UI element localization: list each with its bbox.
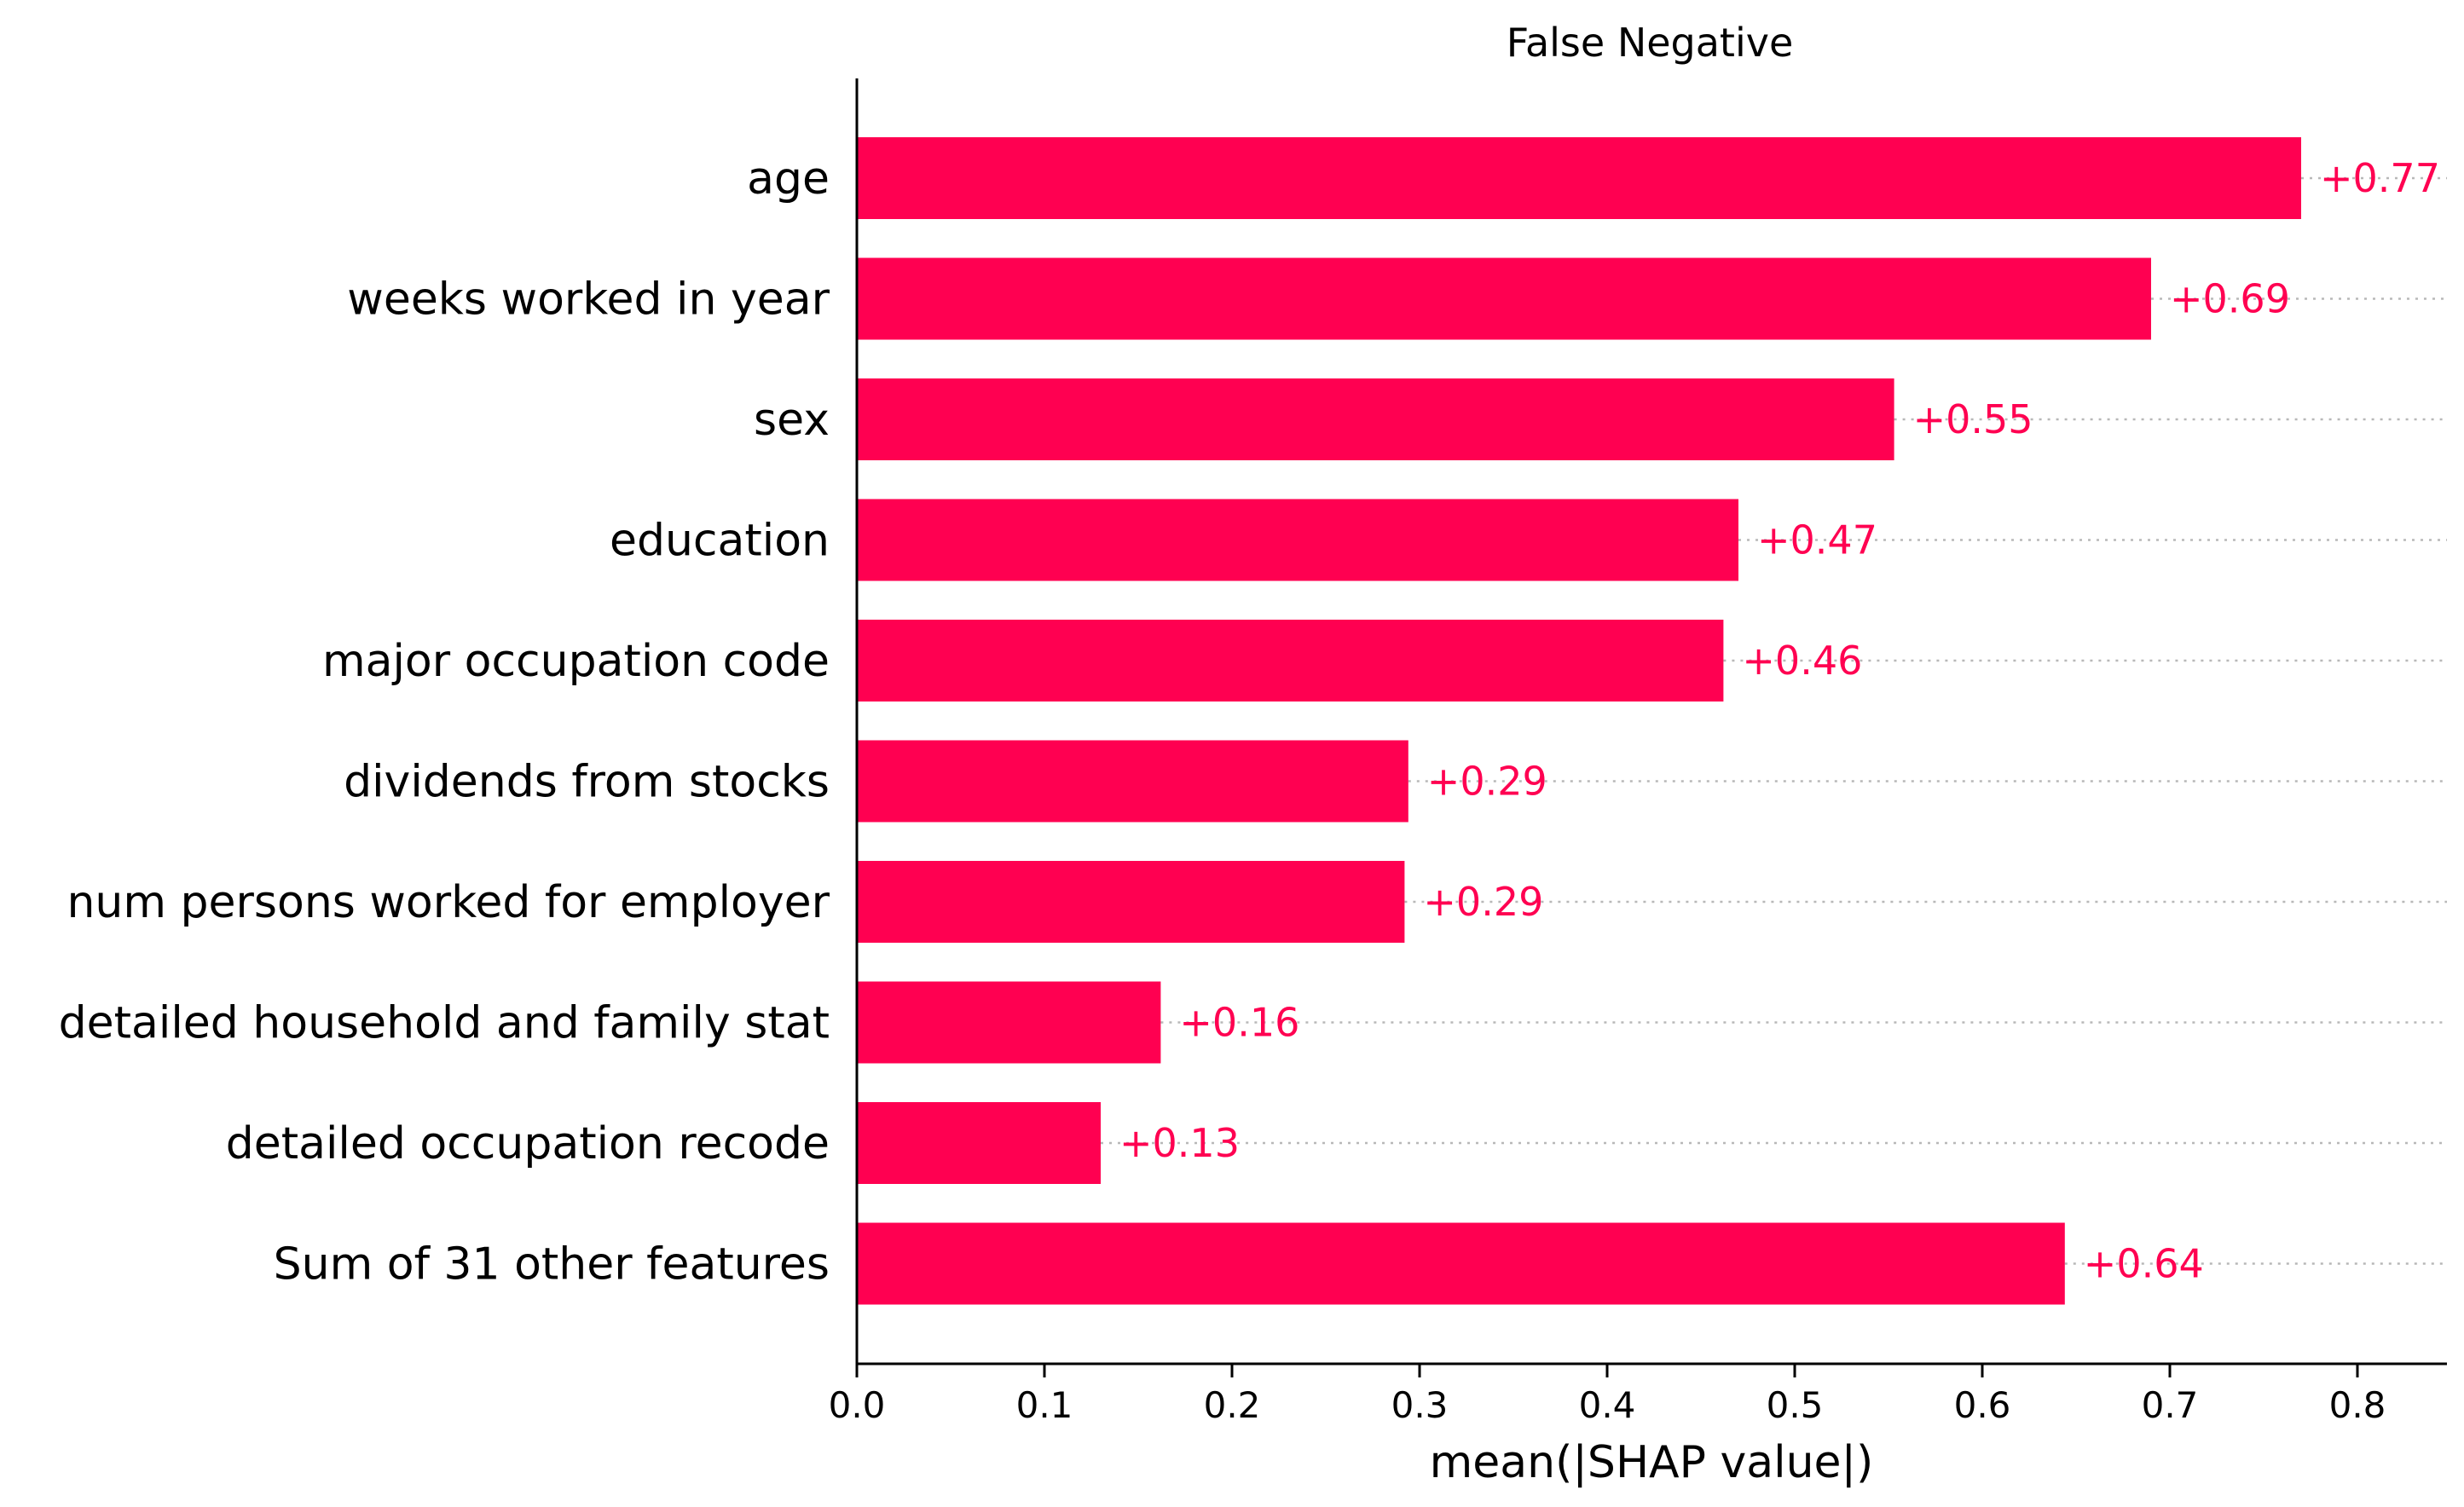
x-ticks: 0.0 0.1 0.2 0.3 0.4 0.5 0.6 0.7 0.8 bbox=[829, 1364, 2386, 1426]
bar bbox=[857, 257, 2151, 340]
value-label: +0.69 bbox=[2170, 276, 2290, 322]
category-label: dividends from stocks bbox=[344, 757, 830, 808]
bar bbox=[857, 1102, 1101, 1184]
x-tick-label: 0.3 bbox=[1391, 1384, 1449, 1426]
value-label: +0.46 bbox=[1742, 638, 1862, 684]
value-label: +0.77 bbox=[2320, 155, 2440, 201]
bar bbox=[857, 1222, 2065, 1305]
bar bbox=[857, 378, 1894, 460]
category-label: age bbox=[747, 153, 830, 205]
bar bbox=[857, 740, 1408, 823]
value-labels: +0.77 +0.69 +0.55 +0.47 +0.46 +0.29 +0.29 +0.16… bbox=[1119, 155, 2440, 1287]
value-label: +0.55 bbox=[1913, 396, 2033, 442]
x-tick-label: 0.5 bbox=[1767, 1384, 1824, 1426]
bars-group bbox=[857, 137, 2301, 1305]
x-tick-label: 0.0 bbox=[829, 1384, 886, 1426]
value-label: +0.47 bbox=[1757, 517, 1877, 563]
x-tick-label: 0.7 bbox=[2142, 1384, 2199, 1426]
x-axis-title: mean(|SHAP value|) bbox=[1430, 1437, 1874, 1488]
category-labels: age weeks worked in year sex education major… bbox=[59, 153, 830, 1290]
x-tick-label: 0.1 bbox=[1016, 1384, 1073, 1426]
row-guide-lines bbox=[1101, 176, 2447, 1265]
x-tick-label: 0.2 bbox=[1204, 1384, 1261, 1426]
bar bbox=[857, 620, 1724, 702]
category-label: weeks worked in year bbox=[347, 274, 830, 326]
bar bbox=[857, 861, 1405, 943]
value-label: +0.13 bbox=[1119, 1120, 1240, 1166]
value-label: +0.16 bbox=[1179, 1000, 1299, 1046]
value-label: +0.29 bbox=[1423, 879, 1543, 925]
bar bbox=[857, 981, 1161, 1064]
category-label: detailed occupation recode bbox=[226, 1118, 830, 1169]
category-label: Sum of 31 other features bbox=[274, 1239, 830, 1290]
category-label: major occupation code bbox=[322, 636, 830, 687]
value-label: +0.29 bbox=[1427, 759, 1547, 805]
chart-title: False Negative bbox=[1507, 20, 1794, 66]
x-tick-label: 0.6 bbox=[1954, 1384, 2011, 1426]
category-label: num persons worked for employer bbox=[67, 877, 830, 928]
x-tick-label: 0.4 bbox=[1579, 1384, 1636, 1426]
category-label: education bbox=[610, 516, 830, 567]
value-label: +0.64 bbox=[2084, 1241, 2204, 1287]
bar bbox=[857, 137, 2301, 219]
x-tick-label: 0.8 bbox=[2329, 1384, 2386, 1426]
category-label: sex bbox=[754, 395, 830, 446]
axes bbox=[855, 78, 2447, 1366]
category-label: detailed household and family stat bbox=[59, 998, 830, 1049]
bar bbox=[857, 499, 1738, 581]
